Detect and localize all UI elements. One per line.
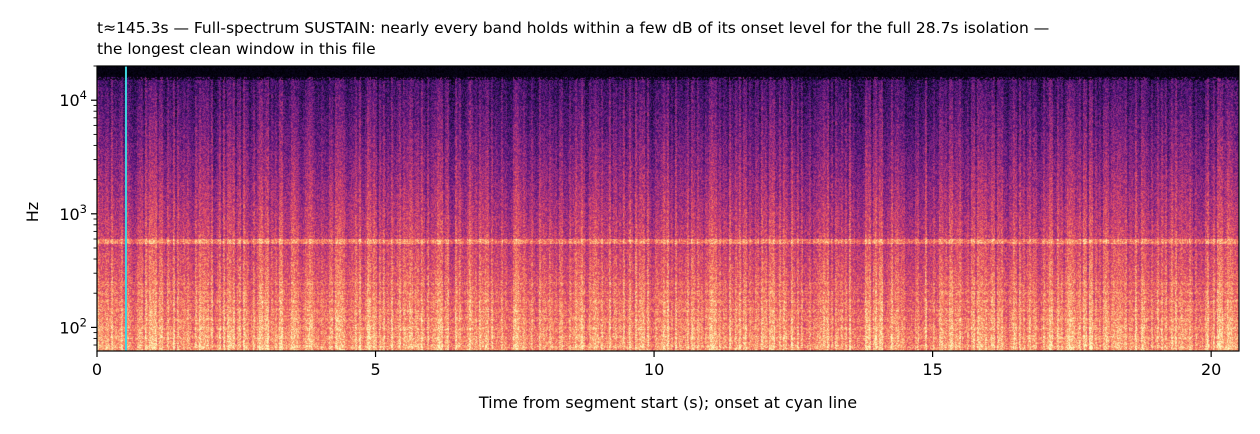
spectrogram-image bbox=[97, 66, 1239, 351]
x-tick-label: 20 bbox=[1201, 360, 1221, 379]
y-tick-label: 103 bbox=[59, 202, 87, 224]
x-tick-label: 0 bbox=[92, 360, 102, 379]
y-tick-label: 104 bbox=[59, 88, 87, 110]
plot-frame bbox=[96, 65, 1240, 352]
x-tick-label: 15 bbox=[922, 360, 942, 379]
chart-title-line-1: t≈145.3s — Full-spectrum SUSTAIN: nearly… bbox=[97, 19, 1050, 37]
chart-title-line-2: the longest clean window in this file bbox=[97, 40, 376, 58]
x-tick-label: 5 bbox=[370, 360, 380, 379]
y-tick-label: 102 bbox=[59, 315, 87, 337]
spectrogram-image-container bbox=[97, 66, 1239, 351]
y-axis: 102 103 104 bbox=[59, 65, 97, 346]
x-tick-label: 10 bbox=[644, 360, 664, 379]
plot-area bbox=[96, 65, 1240, 352]
x-axis-label: Time from segment start (s); onset at cy… bbox=[478, 393, 857, 412]
y-axis-label: Hz bbox=[23, 202, 42, 222]
x-axis: 0 5 10 15 20 bbox=[92, 351, 1221, 379]
